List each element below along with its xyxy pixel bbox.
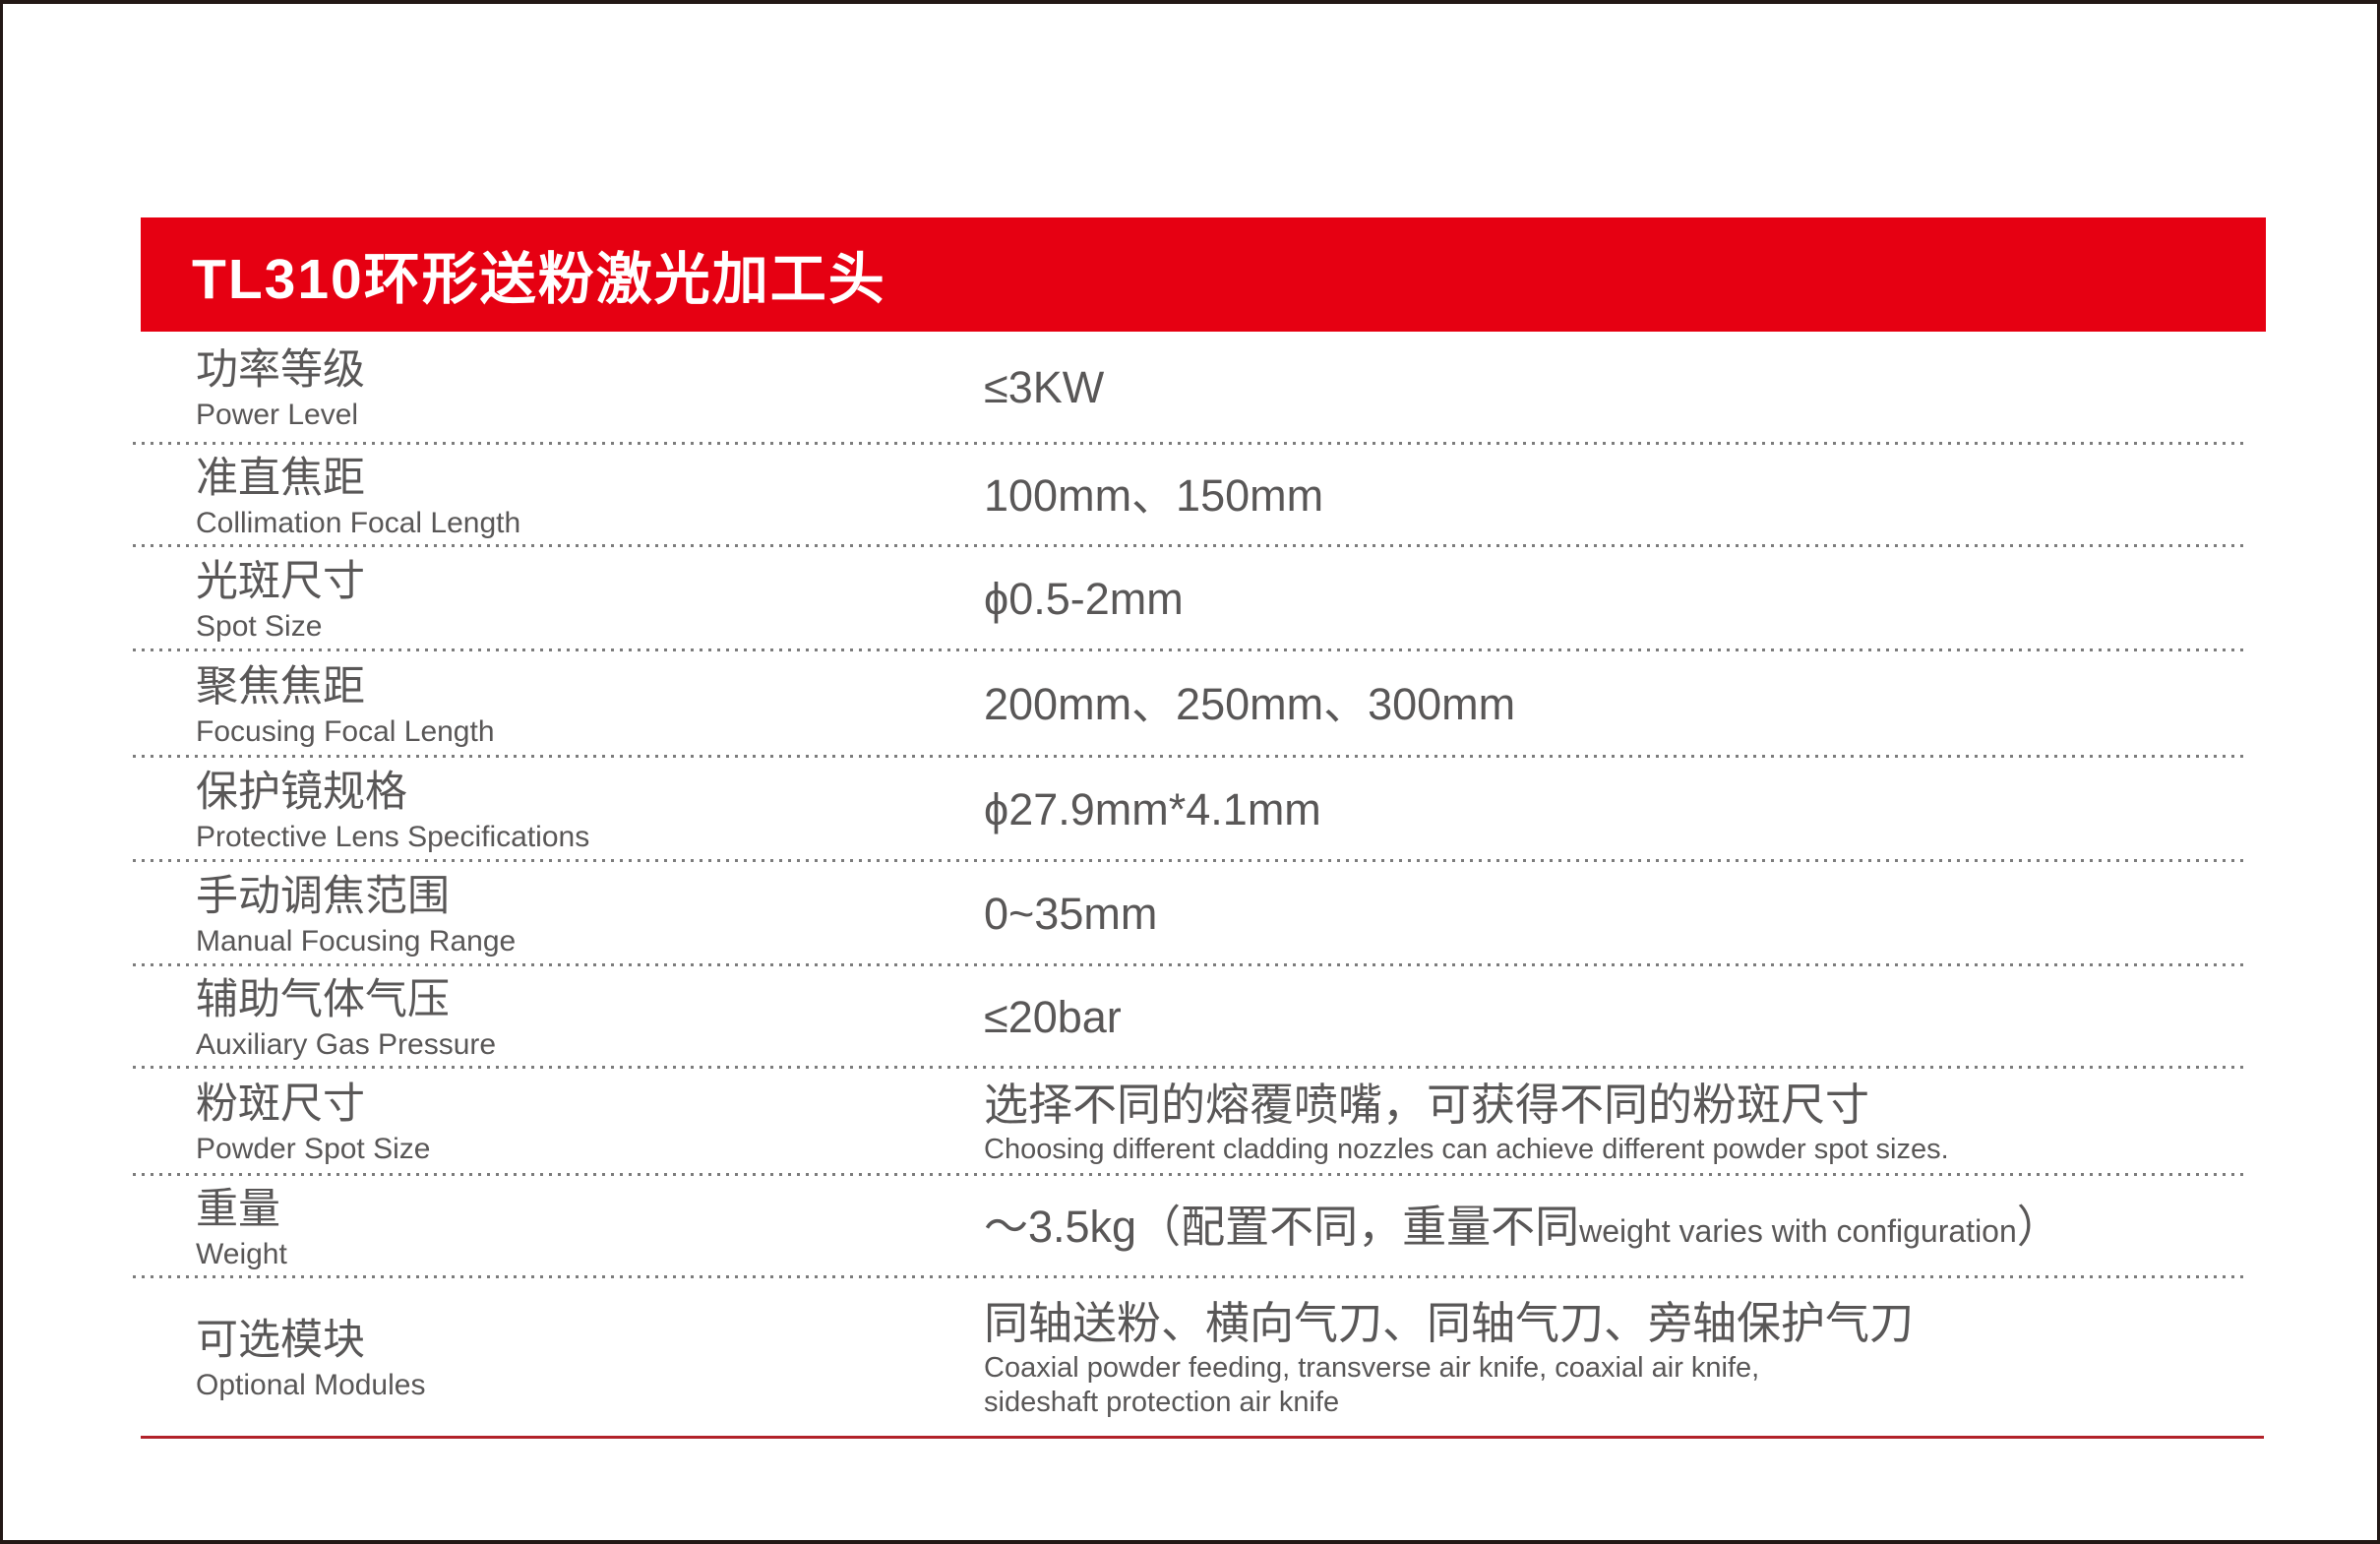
spec-value: ～3.5kg（配置不同，重量不同weight varies with confi… (984, 1200, 2249, 1255)
spec-label: 准直焦距 Collimation Focal Length (133, 452, 984, 540)
weight-value-main: ～3.5kg（配置不同，重量不同 (984, 1201, 1580, 1252)
spec-value: ϕ0.5-2mm (984, 572, 2249, 627)
spec-value: ≤3KW (984, 360, 2249, 415)
spec-label: 光斑尺寸 Spot Size (133, 555, 984, 644)
spec-label-en: Protective Lens Specifications (196, 820, 590, 853)
spec-row-auxiliary-gas-pressure: 辅助气体气压 Auxiliary Gas Pressure ≤20bar (133, 966, 2249, 1069)
weight-value-note: weight varies with configuration (1579, 1212, 2017, 1249)
spec-row-spot-size: 光斑尺寸 Spot Size ϕ0.5-2mm (133, 547, 2249, 651)
spec-label: 保护镜规格 Protective Lens Specifications (133, 766, 984, 854)
spec-value-text: 100mm、150mm (984, 469, 1324, 521)
spec-label-zh: 重量 (196, 1185, 280, 1233)
spec-value-text: 同轴送粉、横向气刀、同轴气刀、旁轴保护气刀 (984, 1298, 1915, 1349)
spec-value-subtext: Coaxial powder feeding, transverse air k… (984, 1352, 1760, 1419)
spec-label-en: Weight (196, 1237, 287, 1270)
spec-value-subtext: Choosing different cladding nozzles can … (984, 1134, 1949, 1166)
spec-label-en: Power Level (196, 399, 359, 432)
spec-row-focusing-focal-length: 聚焦焦距 Focusing Focal Length 200mm、250mm、3… (133, 651, 2249, 758)
spec-label-zh: 粉斑尺寸 (196, 1081, 365, 1129)
spec-value: 200mm、250mm、300mm (984, 677, 2249, 732)
bottom-red-rule (141, 1436, 2264, 1439)
spec-label: 辅助气体气压 Auxiliary Gas Pressure (133, 973, 984, 1062)
spec-value-text: ϕ0.5-2mm (984, 573, 1184, 624)
spec-label: 聚焦焦距 Focusing Focal Length (133, 660, 984, 749)
spec-value: ≤20bar (984, 990, 2249, 1045)
spec-value: ϕ27.9mm*4.1mm (984, 782, 2249, 837)
spec-value-text: 200mm、250mm、300mm (984, 678, 1516, 729)
spec-label-zh: 辅助气体气压 (196, 975, 450, 1023)
spec-row-powder-spot-size: 粉斑尺寸 Powder Spot Size 选择不同的熔覆喷嘴，可获得不同的粉斑… (133, 1069, 2249, 1176)
spec-label-en: Spot Size (196, 609, 323, 643)
spec-label-zh: 光斑尺寸 (196, 557, 365, 605)
spec-label: 可选模块 Optional Modules (133, 1314, 984, 1402)
spec-value-text: ～3.5kg（配置不同，重量不同weight varies with confi… (984, 1200, 2249, 1255)
spec-label-en: Powder Spot Size (196, 1133, 431, 1166)
spec-value-text: 0~35mm (984, 888, 1158, 939)
spec-label-en: Manual Focusing Range (196, 924, 517, 957)
spec-row-collimation-focal-length: 准直焦距 Collimation Focal Length 100mm、150m… (133, 445, 2249, 547)
spec-label-en: Auxiliary Gas Pressure (196, 1027, 497, 1061)
spec-value-text: ϕ27.9mm*4.1mm (984, 783, 1321, 834)
spec-row-manual-focusing-range: 手动调焦范围 Manual Focusing Range 0~35mm (133, 862, 2249, 966)
spec-label-en: Optional Modules (196, 1368, 426, 1401)
spec-label-zh: 功率等级 (196, 346, 365, 395)
spec-row-weight: 重量 Weight ～3.5kg（配置不同，重量不同weight varies … (133, 1176, 2249, 1278)
spec-label-zh: 可选模块 (196, 1316, 365, 1364)
spec-value-text: ≤20bar (984, 991, 1122, 1042)
weight-value-close-paren: ） (2016, 1201, 2061, 1252)
spec-label: 手动调焦范围 Manual Focusing Range (133, 870, 984, 958)
spec-value-text: 选择不同的熔覆喷嘴，可获得不同的粉斑尺寸 (984, 1079, 1870, 1130)
spec-label: 重量 Weight (133, 1183, 984, 1271)
spec-table: 功率等级 Power Level ≤3KW 准直焦距 Collimation F… (133, 332, 2249, 1438)
spec-label-zh: 保护镜规格 (196, 768, 407, 816)
title-bar: TL310环形送粉激光加工头 (141, 217, 2266, 332)
spec-value: 100mm、150mm (984, 468, 2249, 524)
spec-row-optional-modules: 可选模块 Optional Modules 同轴送粉、横向气刀、同轴气刀、旁轴保… (133, 1278, 2249, 1438)
page-title: TL310环形送粉激光加工头 (192, 248, 886, 311)
spec-value: 同轴送粉、横向气刀、同轴气刀、旁轴保护气刀 Coaxial powder fee… (984, 1296, 2249, 1420)
spec-label-en: Collimation Focal Length (196, 506, 521, 539)
spec-row-protective-lens: 保护镜规格 Protective Lens Specifications ϕ27… (133, 758, 2249, 862)
spec-label-zh: 手动调焦范围 (196, 872, 450, 920)
spec-label-zh: 聚焦焦距 (196, 662, 365, 710)
spec-row-power-level: 功率等级 Power Level ≤3KW (133, 332, 2249, 445)
spec-value: 选择不同的熔覆喷嘴，可获得不同的粉斑尺寸 Choosing different … (984, 1078, 2249, 1167)
spec-label: 粉斑尺寸 Powder Spot Size (133, 1078, 984, 1166)
spec-label-zh: 准直焦距 (196, 454, 365, 502)
spec-label: 功率等级 Power Level (133, 343, 984, 432)
spec-label-en: Focusing Focal Length (196, 714, 495, 748)
spec-value-text: ≤3KW (984, 362, 1105, 413)
spec-value: 0~35mm (984, 887, 2249, 942)
